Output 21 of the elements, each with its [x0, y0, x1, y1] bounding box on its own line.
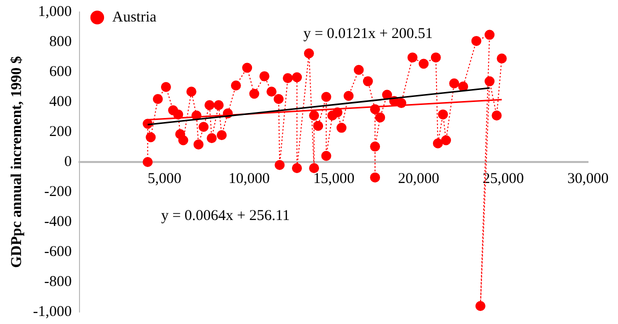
- y-tick-label: -400: [44, 214, 72, 230]
- annotation: y = 0.0064x + 256.11: [161, 208, 290, 224]
- x-tick-label: 20,000: [398, 170, 440, 187]
- y-tick-label: 1,000: [38, 4, 72, 20]
- x-tick-label: 30,000: [567, 170, 609, 187]
- y-tick-label: 200: [49, 124, 72, 140]
- y-tick-label: -1,000: [32, 304, 72, 320]
- y-tick-label: 800: [49, 34, 72, 50]
- y-tick-label: 600: [49, 64, 72, 80]
- x-tick-label: 25,000: [482, 170, 524, 187]
- x-tick-label: 10,000: [228, 170, 270, 187]
- x-tick-label: 15,000: [313, 170, 354, 187]
- y-tick-label: -600: [44, 244, 72, 260]
- y-tick-label: 0: [64, 154, 72, 170]
- y-axis-title: GDPpc annual increment, 1990 $: [8, 56, 25, 268]
- y-tick-label: -800: [44, 274, 72, 290]
- y-tick-label: -200: [44, 184, 72, 200]
- annotation: y = 0.0121x + 200.51: [303, 26, 433, 42]
- y-tick-label: 400: [49, 94, 72, 110]
- x-tick-label: 5,000: [148, 170, 182, 187]
- legend-label: Austria: [112, 9, 157, 26]
